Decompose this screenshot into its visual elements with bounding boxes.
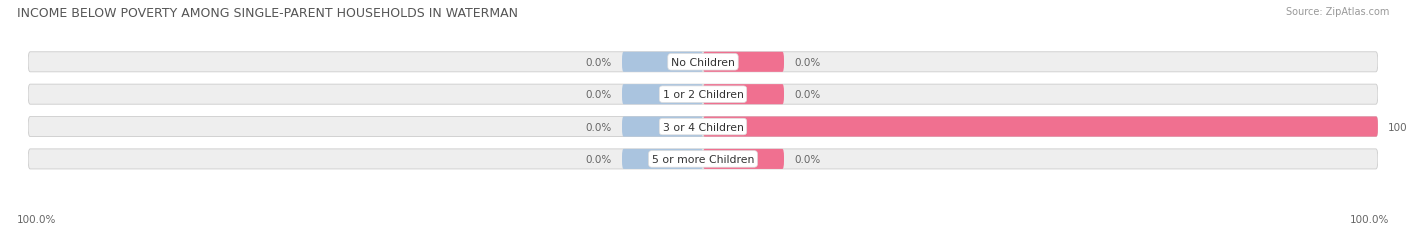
Text: 0.0%: 0.0% — [794, 58, 820, 67]
FancyBboxPatch shape — [703, 149, 785, 169]
Text: 5 or more Children: 5 or more Children — [652, 154, 754, 164]
FancyBboxPatch shape — [621, 52, 703, 73]
Text: 0.0%: 0.0% — [794, 154, 820, 164]
Text: 100.0%: 100.0% — [1388, 122, 1406, 132]
FancyBboxPatch shape — [621, 85, 703, 105]
FancyBboxPatch shape — [703, 117, 1378, 137]
Text: 0.0%: 0.0% — [586, 58, 612, 67]
FancyBboxPatch shape — [703, 52, 785, 73]
FancyBboxPatch shape — [28, 52, 1378, 73]
FancyBboxPatch shape — [621, 117, 703, 137]
Legend: Single Father, Single Mother: Single Father, Single Mother — [600, 228, 806, 231]
Text: 100.0%: 100.0% — [17, 214, 56, 224]
Text: 0.0%: 0.0% — [586, 122, 612, 132]
Text: 3 or 4 Children: 3 or 4 Children — [662, 122, 744, 132]
FancyBboxPatch shape — [621, 149, 703, 169]
FancyBboxPatch shape — [28, 117, 1378, 137]
Text: 1 or 2 Children: 1 or 2 Children — [662, 90, 744, 100]
Text: 0.0%: 0.0% — [586, 154, 612, 164]
FancyBboxPatch shape — [28, 85, 1378, 105]
Text: INCOME BELOW POVERTY AMONG SINGLE-PARENT HOUSEHOLDS IN WATERMAN: INCOME BELOW POVERTY AMONG SINGLE-PARENT… — [17, 7, 517, 20]
FancyBboxPatch shape — [28, 149, 1378, 169]
FancyBboxPatch shape — [703, 85, 785, 105]
Text: 0.0%: 0.0% — [794, 90, 820, 100]
Text: 100.0%: 100.0% — [1350, 214, 1389, 224]
Text: 0.0%: 0.0% — [586, 90, 612, 100]
Text: Source: ZipAtlas.com: Source: ZipAtlas.com — [1285, 7, 1389, 17]
Text: No Children: No Children — [671, 58, 735, 67]
